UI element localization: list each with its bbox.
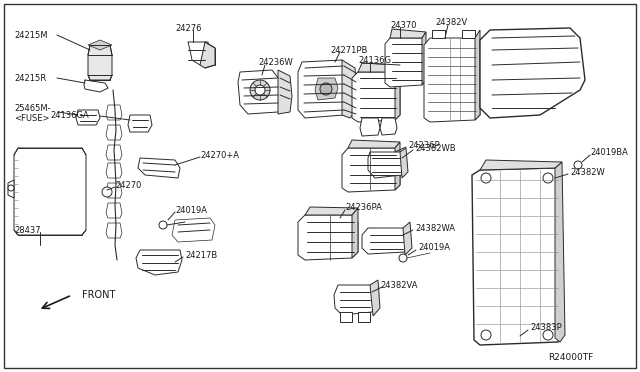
- Circle shape: [481, 173, 491, 183]
- Polygon shape: [385, 38, 426, 87]
- Circle shape: [574, 161, 582, 169]
- Polygon shape: [8, 180, 14, 198]
- Text: 24382WA: 24382WA: [415, 224, 455, 232]
- Circle shape: [8, 185, 14, 191]
- Text: 24019A: 24019A: [418, 244, 450, 253]
- Text: 24383P: 24383P: [530, 324, 562, 333]
- Polygon shape: [298, 215, 358, 260]
- Polygon shape: [400, 148, 408, 178]
- Polygon shape: [475, 30, 480, 120]
- Polygon shape: [76, 110, 100, 125]
- Text: 24382WB: 24382WB: [415, 144, 456, 153]
- Text: 24136GA: 24136GA: [50, 110, 89, 119]
- Text: 24236PA: 24236PA: [345, 202, 382, 212]
- Polygon shape: [395, 65, 400, 120]
- Polygon shape: [422, 32, 426, 85]
- Text: 24019BA: 24019BA: [590, 148, 628, 157]
- Polygon shape: [358, 312, 370, 322]
- Polygon shape: [106, 223, 122, 238]
- Text: 25465M-: 25465M-: [14, 103, 51, 112]
- Circle shape: [102, 187, 112, 197]
- Polygon shape: [88, 45, 112, 80]
- Polygon shape: [106, 163, 122, 178]
- Polygon shape: [200, 42, 215, 68]
- Circle shape: [320, 83, 332, 95]
- Polygon shape: [238, 70, 282, 114]
- Text: 24215M: 24215M: [14, 31, 47, 39]
- Text: 24215R: 24215R: [14, 74, 46, 83]
- Text: 24217B: 24217B: [185, 250, 217, 260]
- Text: 24236P: 24236P: [408, 141, 440, 150]
- Polygon shape: [188, 42, 210, 65]
- Polygon shape: [106, 183, 122, 198]
- Text: 24370: 24370: [390, 20, 417, 29]
- Polygon shape: [342, 148, 400, 192]
- Polygon shape: [334, 285, 378, 315]
- Text: 24019A: 24019A: [175, 205, 207, 215]
- Polygon shape: [138, 158, 180, 178]
- Polygon shape: [360, 118, 380, 136]
- Polygon shape: [342, 60, 358, 118]
- Polygon shape: [348, 140, 400, 148]
- Polygon shape: [315, 78, 338, 100]
- Polygon shape: [362, 228, 410, 254]
- Polygon shape: [106, 145, 122, 160]
- Polygon shape: [555, 162, 565, 342]
- Text: 24270+A: 24270+A: [200, 151, 239, 160]
- Polygon shape: [395, 142, 400, 190]
- Polygon shape: [368, 152, 406, 178]
- Text: 24276: 24276: [175, 23, 202, 32]
- Polygon shape: [432, 30, 445, 38]
- Polygon shape: [380, 118, 397, 135]
- Circle shape: [543, 330, 553, 340]
- Polygon shape: [305, 207, 358, 215]
- Text: 24382VA: 24382VA: [380, 280, 417, 289]
- Polygon shape: [136, 250, 182, 275]
- Circle shape: [255, 85, 265, 95]
- Polygon shape: [172, 218, 215, 242]
- Polygon shape: [106, 105, 122, 120]
- Polygon shape: [106, 125, 122, 140]
- Circle shape: [159, 221, 167, 229]
- Text: R24000TF: R24000TF: [548, 353, 593, 362]
- Text: <FUSE>: <FUSE>: [14, 113, 49, 122]
- Text: 24136G: 24136G: [358, 55, 391, 64]
- Circle shape: [543, 173, 553, 183]
- Circle shape: [399, 254, 407, 262]
- Circle shape: [250, 80, 270, 100]
- Polygon shape: [278, 70, 292, 114]
- Polygon shape: [480, 160, 562, 170]
- Polygon shape: [352, 72, 400, 122]
- Text: 24271PB: 24271PB: [330, 45, 367, 55]
- Polygon shape: [480, 28, 585, 118]
- Circle shape: [481, 330, 491, 340]
- Polygon shape: [352, 208, 358, 258]
- Polygon shape: [88, 40, 112, 50]
- Polygon shape: [14, 148, 86, 235]
- Text: FRONT: FRONT: [82, 290, 115, 300]
- Polygon shape: [358, 63, 400, 72]
- Polygon shape: [106, 203, 122, 218]
- Text: 24382W: 24382W: [570, 167, 605, 176]
- Polygon shape: [128, 115, 152, 132]
- Text: 24236W: 24236W: [258, 58, 292, 67]
- Polygon shape: [424, 38, 480, 122]
- Polygon shape: [298, 60, 350, 118]
- Polygon shape: [340, 312, 352, 322]
- Polygon shape: [462, 30, 475, 38]
- Polygon shape: [403, 222, 412, 255]
- Polygon shape: [390, 29, 426, 38]
- Polygon shape: [370, 280, 380, 316]
- Text: 28437: 28437: [14, 225, 40, 234]
- Polygon shape: [472, 168, 562, 345]
- Text: 24382V: 24382V: [435, 17, 467, 26]
- Text: 24270: 24270: [115, 180, 141, 189]
